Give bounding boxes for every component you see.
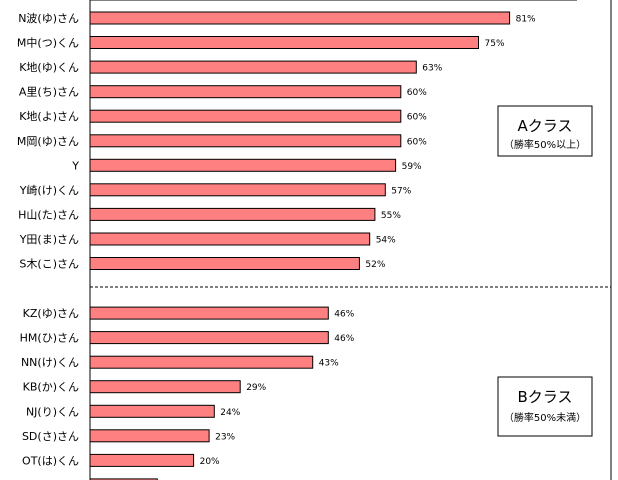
bar: [89, 257, 360, 270]
bar: [89, 11, 511, 25]
class-a-box: Aクラス （勝率50%以上）: [497, 105, 593, 157]
class-b-title: Bクラス: [518, 388, 573, 406]
bar: [89, 36, 479, 49]
bar: [89, 478, 158, 480]
value-label: 46%: [334, 310, 354, 320]
category-label: M中(つ)くん: [17, 37, 79, 50]
category-label: OT(は)くん: [22, 454, 79, 467]
class-a-subtitle: （勝率50%以上）: [504, 138, 586, 151]
bar: [89, 158, 397, 172]
value-label: 60%: [407, 137, 427, 147]
value-labels: 81% 75% 63% 60% 60% 60% 59% 57% 55% 54% 52% 46% 46% 4…: [200, 15, 536, 467]
class-b-box: Bクラス （勝率50%未満）: [497, 376, 593, 437]
category-label: SD(さ)さん: [22, 430, 79, 443]
category-label: M岡(ゆ)さん: [17, 135, 79, 148]
value-label: 57%: [391, 186, 411, 196]
value-label: 54%: [376, 236, 396, 246]
value-label: 59%: [402, 162, 422, 172]
category-label: HM(ひ)さん: [20, 332, 79, 345]
value-label: 46%: [334, 334, 354, 344]
bar: [89, 306, 329, 320]
category-label: H山(た)さん: [18, 208, 79, 221]
category-label: A里(ち)さん: [19, 86, 79, 99]
category-label: N波(ゆ)さん: [18, 12, 79, 25]
bar-group: [89, 11, 511, 480]
category-label: NN(け)くん: [21, 356, 79, 369]
value-label: 55%: [381, 211, 401, 221]
class-a-title: Aクラス: [518, 117, 573, 135]
value-label: 20%: [200, 457, 220, 467]
value-label: 63%: [422, 64, 442, 74]
category-label: KB(か)くん: [23, 381, 79, 394]
bar: [89, 183, 386, 197]
value-label: 81%: [516, 15, 536, 25]
class-b-subtitle: （勝率50%未満）: [504, 411, 586, 424]
value-label: 75%: [485, 39, 505, 49]
category-label: K地(ゆ)くん: [19, 61, 79, 74]
value-label: 43%: [319, 359, 339, 369]
bar: [89, 109, 402, 123]
value-label: 24%: [220, 408, 240, 418]
category-label: Y: [71, 159, 79, 172]
value-label: 29%: [246, 383, 266, 393]
bar: [89, 331, 329, 345]
category-labels: N波(ゆ)さん M中(つ)くん K地(ゆ)くん A里(ち)さん K地(よ)さん M岡(ゆ)…: [17, 12, 79, 467]
bar: [89, 134, 402, 148]
bar: [89, 429, 210, 443]
bar: [89, 232, 371, 246]
value-label: 60%: [407, 88, 427, 98]
bar: [89, 85, 402, 99]
bar: [89, 355, 314, 369]
value-label: 23%: [215, 432, 235, 442]
bar: [89, 453, 195, 467]
category-label: NJ(り)くん: [26, 405, 79, 418]
category-label: Y田(ま)さん: [19, 233, 79, 246]
value-label: 52%: [365, 260, 385, 270]
bar: [89, 380, 241, 394]
bar: [89, 404, 215, 418]
bar: [89, 207, 376, 221]
category-label: K地(よ)さん: [19, 110, 79, 123]
category-label: S木(こ)さん: [19, 258, 79, 271]
category-label: KZ(ゆ)さん: [23, 307, 79, 320]
category-label: Y崎(け)くん: [19, 183, 79, 197]
bar: [89, 60, 417, 74]
value-label: 60%: [407, 113, 427, 123]
